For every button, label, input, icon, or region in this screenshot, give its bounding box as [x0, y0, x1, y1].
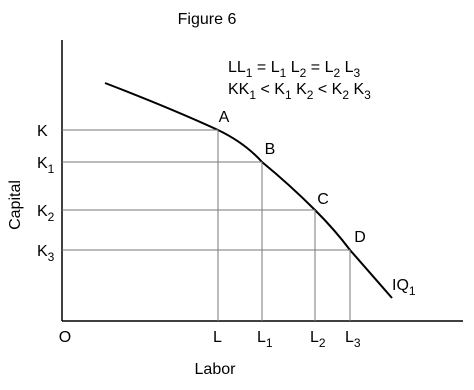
origin-label: O [59, 329, 71, 346]
subscript: 2 [319, 336, 326, 350]
text: = L [252, 59, 279, 76]
subscript: 3 [354, 336, 361, 350]
x-axis-label: Labor [195, 361, 237, 378]
text: K [37, 155, 48, 172]
capital-label: K1​ [37, 155, 55, 176]
subscript: 1 [409, 284, 416, 298]
text: L [345, 329, 354, 346]
subscript: 3 [48, 250, 55, 264]
subscript: 1 [280, 66, 287, 80]
text: KK [228, 81, 250, 98]
subscript: 2 [307, 88, 314, 102]
point-label: B [265, 141, 276, 158]
text: L [310, 329, 319, 346]
capital-label: K2​ [37, 203, 55, 224]
subscript: 3 [354, 66, 361, 80]
subscript: 2 [333, 66, 340, 80]
capital-label: K3​ [37, 243, 55, 264]
text: K [292, 81, 307, 98]
subscript: 2 [342, 88, 349, 102]
text: < K [256, 81, 285, 98]
text: L [213, 329, 222, 346]
subscript: 1 [249, 88, 256, 102]
text: K [37, 203, 48, 220]
point-label: A [219, 109, 230, 126]
capital-label: K [37, 123, 48, 140]
text: L [286, 59, 299, 76]
text: K [349, 81, 364, 98]
subscript: 1 [48, 162, 55, 176]
text: IQ [392, 277, 409, 294]
labor-label: L3​ [345, 329, 361, 350]
text: K [37, 123, 48, 140]
equation: KK1​ < K1​ K2​ < K2​ K3​ [228, 81, 371, 102]
labor-label: L1​ [257, 329, 273, 350]
subscript: 2 [48, 210, 55, 224]
subscript: 1 [285, 88, 292, 102]
text: = L [306, 59, 333, 76]
text: LL [228, 59, 246, 76]
text: K [37, 243, 48, 260]
text: L [257, 329, 266, 346]
y-axis-label: Capital [7, 180, 24, 230]
title: Figure 6 [178, 11, 237, 28]
labor-label: L2​ [310, 329, 326, 350]
point-label: D [354, 229, 366, 246]
curve-label: IQ1​ [392, 277, 416, 298]
point-label: C [317, 191, 329, 208]
isoquant-curve [104, 82, 393, 299]
text: < K [313, 81, 342, 98]
subscript: 1 [246, 66, 253, 80]
subscript: 2 [300, 66, 307, 80]
labor-label: L [213, 329, 222, 346]
text: L [340, 59, 353, 76]
subscript: 3 [364, 88, 371, 102]
subscript: 1 [266, 336, 273, 350]
equation: LL1​ = L1​ L2​ = L2​ L3​ [228, 59, 361, 80]
